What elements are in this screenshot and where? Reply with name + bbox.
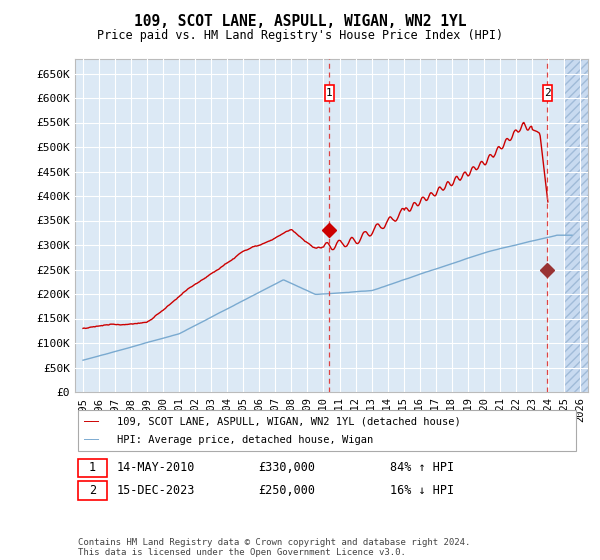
Text: 84% ↑ HPI: 84% ↑ HPI [390, 461, 454, 474]
Text: ——: —— [84, 416, 99, 428]
Bar [325, 85, 334, 101]
Text: 109, SCOT LANE, ASPULL, WIGAN, WN2 1YL: 109, SCOT LANE, ASPULL, WIGAN, WN2 1YL [134, 14, 466, 29]
Bar [543, 85, 551, 101]
Text: £330,000: £330,000 [258, 461, 315, 474]
Text: £250,000: £250,000 [258, 484, 315, 497]
Text: 16% ↓ HPI: 16% ↓ HPI [390, 484, 454, 497]
Text: HPI: Average price, detached house, Wigan: HPI: Average price, detached house, Wiga… [117, 435, 373, 445]
Text: 109, SCOT LANE, ASPULL, WIGAN, WN2 1YL (detached house): 109, SCOT LANE, ASPULL, WIGAN, WN2 1YL (… [117, 417, 461, 427]
Text: 1: 1 [326, 88, 333, 98]
Text: Price paid vs. HM Land Registry's House Price Index (HPI): Price paid vs. HM Land Registry's House … [97, 29, 503, 42]
Text: Contains HM Land Registry data © Crown copyright and database right 2024.
This d: Contains HM Land Registry data © Crown c… [78, 538, 470, 557]
Text: 15-DEC-2023: 15-DEC-2023 [117, 484, 196, 497]
Text: 14-MAY-2010: 14-MAY-2010 [117, 461, 196, 474]
Bar [564, 59, 596, 392]
Text: 2: 2 [544, 88, 551, 98]
Text: 1: 1 [89, 461, 96, 474]
Text: ——: —— [84, 433, 99, 446]
Text: 2: 2 [89, 484, 96, 497]
